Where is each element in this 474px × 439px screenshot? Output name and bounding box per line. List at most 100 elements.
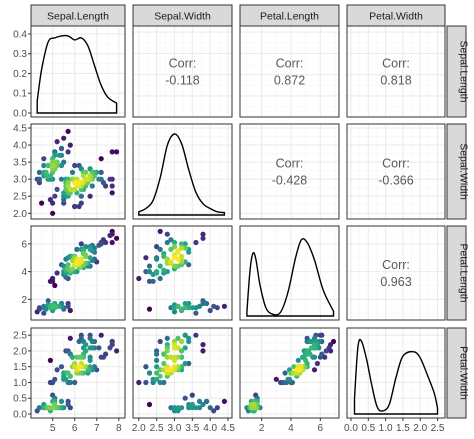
scatter-point	[50, 303, 56, 309]
scatter-point	[50, 162, 56, 169]
scatter-point	[154, 364, 160, 370]
scatter-point	[193, 305, 199, 311]
scatter-point	[323, 348, 329, 354]
scatter-point	[161, 253, 167, 259]
scatter-point	[157, 228, 163, 234]
scatter-point	[87, 345, 93, 351]
y-tick-label: 0.2	[13, 69, 27, 80]
scatter-point	[193, 310, 199, 316]
corr-label: Corr:	[276, 157, 304, 171]
scatter-point	[76, 354, 82, 360]
scatter-point	[179, 338, 185, 345]
x-tick-label: 0.5	[361, 423, 375, 434]
scatter-point	[58, 145, 65, 152]
scatter-point	[39, 200, 45, 206]
scatter-point	[161, 379, 167, 386]
scatter-point	[61, 135, 67, 141]
y-tick-label: 0.1	[13, 89, 27, 100]
scatter-point	[319, 351, 325, 357]
scatter-point	[168, 237, 174, 243]
strip-label-right: Petal.Length	[458, 244, 470, 303]
strip-label-top: Petal.Length	[260, 11, 319, 23]
scatter-point	[52, 193, 58, 199]
y-tick-label: 4.5	[13, 124, 27, 135]
scatter-point	[308, 345, 315, 351]
scatter-point	[168, 367, 174, 373]
scatter-point	[157, 379, 163, 386]
scatter-point	[157, 367, 163, 373]
scatter-point	[107, 176, 113, 182]
scatter-point	[175, 256, 181, 262]
scatter-point	[207, 405, 213, 411]
y-tick-label: 3.5	[13, 158, 27, 169]
scatter-point	[175, 249, 181, 255]
scatter-point	[179, 306, 185, 312]
x-tick-label: 8	[116, 423, 122, 434]
scatter-point	[182, 345, 188, 351]
y-tick-label: 3.0	[13, 175, 27, 186]
strip-right-0	[446, 25, 467, 118]
corr-label: Corr:	[276, 57, 304, 71]
y-tick-label: 1.5	[13, 362, 27, 373]
scatter-point	[87, 193, 93, 199]
panel-border	[132, 327, 233, 419]
panel-border	[239, 123, 340, 220]
strip-label-top: Sepal.Length	[47, 11, 109, 23]
scatter-point	[52, 282, 58, 289]
panel-grid	[347, 124, 445, 219]
scatter-point	[67, 142, 73, 148]
panel-background	[240, 26, 339, 117]
corr-value: 0.963	[380, 275, 411, 289]
scatter-point	[179, 241, 185, 247]
scatter-point	[200, 348, 206, 354]
scatter-point	[114, 348, 120, 354]
x-tick-label: 3.0	[168, 423, 182, 434]
scatter-point	[273, 376, 279, 382]
scatter-point	[103, 351, 109, 357]
scatter-point	[168, 259, 174, 265]
scatter-point	[186, 401, 192, 408]
scatter-point	[78, 200, 84, 206]
scatter-point	[282, 370, 288, 376]
scatter-point	[164, 239, 170, 246]
x-tick-label: 1.0	[379, 423, 393, 434]
x-tick-label: 4	[288, 423, 294, 434]
scatter-point	[193, 332, 199, 338]
strip-right-3	[446, 327, 467, 419]
scatter-point	[311, 367, 318, 373]
scatter-point	[221, 303, 227, 309]
scatter-point	[67, 307, 73, 314]
scatter-point	[303, 357, 309, 363]
scatter-point	[89, 183, 95, 189]
scatter-point	[179, 354, 185, 360]
scatter-point	[161, 351, 167, 357]
scatter-point	[314, 360, 320, 367]
scatter-point	[161, 360, 167, 367]
scatter-point	[89, 338, 95, 345]
scatter-point	[157, 275, 163, 282]
scatter-point	[50, 405, 56, 411]
scatter-point	[193, 239, 199, 246]
strip-label-top: Petal.Width	[369, 11, 423, 23]
scatter-point	[164, 367, 170, 373]
scatter-point	[56, 152, 62, 158]
scatter-panel-sepal-width-petal-length	[136, 228, 227, 316]
scatter-point	[294, 367, 300, 373]
panel-grid	[133, 124, 232, 219]
density-curve-petal-width	[353, 338, 439, 415]
scatter-panel-sepal-length-petal-length	[34, 228, 120, 316]
strip-top-1	[132, 4, 233, 27]
x-tick-label: 4.0	[203, 423, 217, 434]
scatter-point	[41, 310, 47, 316]
corr-value: -0.428	[272, 174, 307, 188]
scatter-point	[72, 162, 78, 169]
corr-value: -0.366	[378, 174, 413, 188]
corr-label: Corr:	[382, 57, 410, 71]
panel-border	[132, 123, 233, 220]
scatter-point	[98, 332, 104, 338]
scatter-point	[251, 401, 257, 408]
strip-label-top: Sepal.Width	[154, 11, 211, 23]
strip-top-0	[30, 4, 126, 27]
y-tick-label: 0.0	[13, 109, 27, 120]
scatter-point	[189, 305, 195, 311]
